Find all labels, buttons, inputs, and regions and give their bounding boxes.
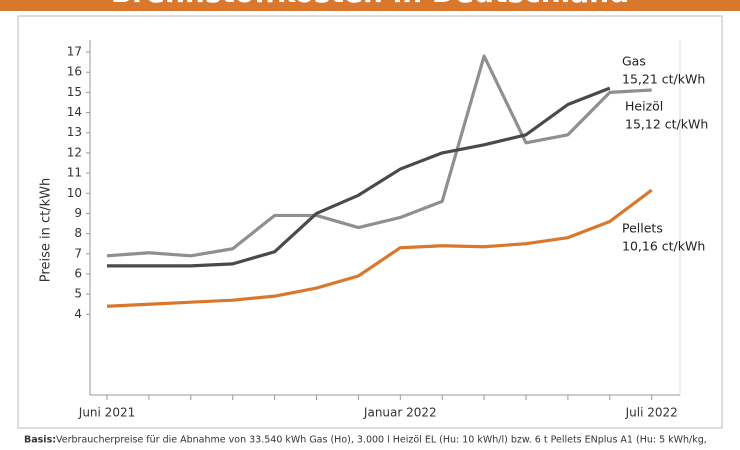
series-end-label: 15,12 ct/kWh xyxy=(625,117,708,132)
y-tick-label: 14 xyxy=(67,105,82,119)
series-label: Pellets xyxy=(622,221,663,236)
frame xyxy=(17,15,723,429)
y-tick-label: 17 xyxy=(67,45,82,59)
y-axis-label: Preise in ct/kWh xyxy=(39,178,54,282)
line-series xyxy=(107,86,611,268)
y-tick-label: 6 xyxy=(74,266,82,280)
header-bar xyxy=(0,0,740,11)
y-tick-label: 9 xyxy=(74,206,82,220)
y-tick-label: 4 xyxy=(74,307,82,321)
line-series xyxy=(106,188,653,308)
y-tick-label: 16 xyxy=(67,65,82,79)
series-label: Gas xyxy=(622,54,646,69)
series-end-label: 15,21 ct/kWh xyxy=(622,72,705,87)
y-tick-label: 15 xyxy=(67,85,82,99)
footnote: Verbraucherpreise für die Abnahme von 33… xyxy=(56,435,707,446)
x-tick-label: Juni 2021 xyxy=(78,406,135,420)
x-tick-label: Juli 2022 xyxy=(625,406,678,420)
series-end-label: 10,16 ct/kWh xyxy=(622,239,705,254)
y-tick-label: 13 xyxy=(67,125,82,139)
y-tick-label: 11 xyxy=(67,166,82,180)
y-tick-label: 12 xyxy=(67,145,82,159)
y-tick-label: 5 xyxy=(74,287,82,301)
line-series xyxy=(106,54,652,258)
y-tick-label: 7 xyxy=(74,246,82,260)
y-tick-label: 8 xyxy=(74,226,82,240)
chart-title: Brennstoffkosten in Deutschland xyxy=(111,0,629,9)
series-label: Heizöl xyxy=(625,99,663,114)
y-tick-label: 10 xyxy=(67,186,82,200)
footnote-label: Basis: xyxy=(24,435,56,446)
x-tick-label: Januar 2022 xyxy=(363,406,437,420)
